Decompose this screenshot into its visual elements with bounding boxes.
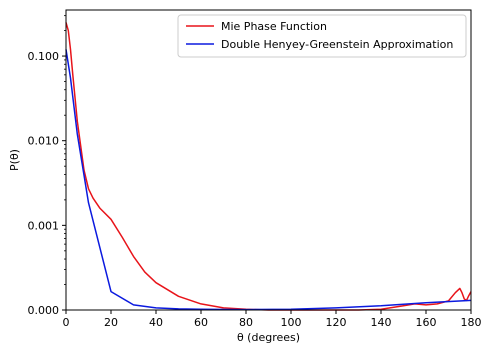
plot-frame (65, 9, 472, 311)
x-tick-label: 100 (281, 316, 302, 329)
x-tick-label: 160 (416, 316, 437, 329)
y-tick-label: 0.010 (28, 135, 60, 148)
legend-label-mie: Mie Phase Function (221, 20, 327, 33)
x-tick-label: 60 (194, 316, 208, 329)
x-tick-label: 40 (149, 316, 163, 329)
series-layer (65, 22, 472, 311)
y-axis-title: P(θ) (8, 149, 21, 171)
x-tick-label: 0 (63, 316, 70, 329)
series-line-0 (65, 22, 472, 311)
y-axis: 0.000 0.001 0.010 0.100 (28, 15, 66, 317)
x-axis-title: θ (degrees) (237, 331, 300, 344)
y-tick-label: 0.001 (28, 219, 60, 232)
x-axis: 0 20 40 60 80 100 120 140 160 180 (63, 310, 481, 329)
legend: Mie Phase Function Double Henyey-Greenst… (177, 14, 467, 58)
y-tick-label: 0.100 (28, 50, 60, 63)
x-tick-label: 180 (461, 316, 481, 329)
legend-box (177, 14, 467, 58)
x-tick-label: 140 (371, 316, 392, 329)
legend-label-dhg: Double Henyey-Greenstein Approximation (221, 38, 453, 51)
y-tick-label: 0.000 (28, 304, 60, 317)
x-tick-label: 120 (326, 316, 347, 329)
x-tick-label: 20 (104, 316, 118, 329)
x-tick-label: 80 (239, 316, 253, 329)
series-line-1 (65, 49, 472, 311)
